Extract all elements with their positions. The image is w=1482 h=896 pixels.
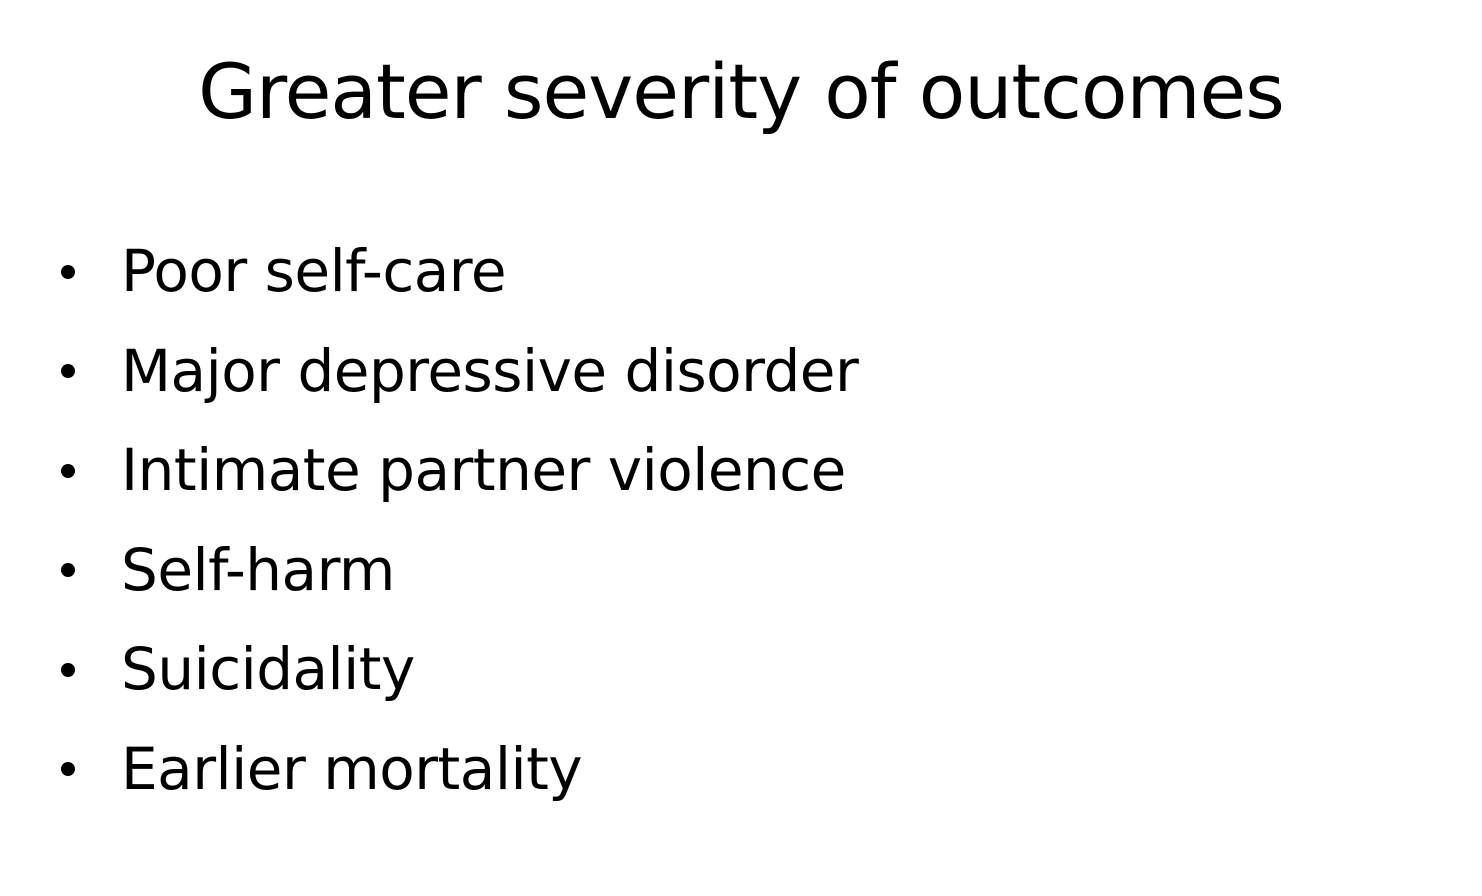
bullet-dot-icon	[61, 364, 75, 379]
bullet-text: Earlier mortality	[121, 734, 583, 803]
bullet-dot-icon	[61, 463, 75, 478]
bullet-item-earlier-mortality: Earlier mortality	[56, 720, 858, 820]
bullet-item-suicidality: Suicidality	[56, 620, 858, 720]
bullet-text: Intimate partner violence	[121, 436, 846, 504]
bullet-dot-icon	[61, 762, 75, 777]
bullet-item-intimate-partner-violence: Intimate partner violence	[56, 421, 858, 521]
bullet-item-poor-self-care: Poor self-care	[56, 222, 858, 322]
bullet-dot-icon	[61, 563, 75, 578]
bullet-list: Poor self-care Major depressive disorder…	[56, 222, 859, 820]
bullet-text: Poor self-care	[121, 237, 507, 305]
bullet-text: Suicidality	[121, 635, 415, 703]
bullet-item-self-harm: Self-harm	[56, 521, 858, 621]
bullet-text: Self-harm	[121, 535, 395, 604]
slide-title: Greater severity of outcomes	[198, 47, 1285, 136]
bullet-item-major-depressive-disorder: Major depressive disorder	[56, 322, 859, 422]
bullet-dot-icon	[61, 662, 75, 677]
bullet-dot-icon	[61, 264, 75, 279]
bullet-text: Major depressive disorder	[121, 336, 859, 405]
